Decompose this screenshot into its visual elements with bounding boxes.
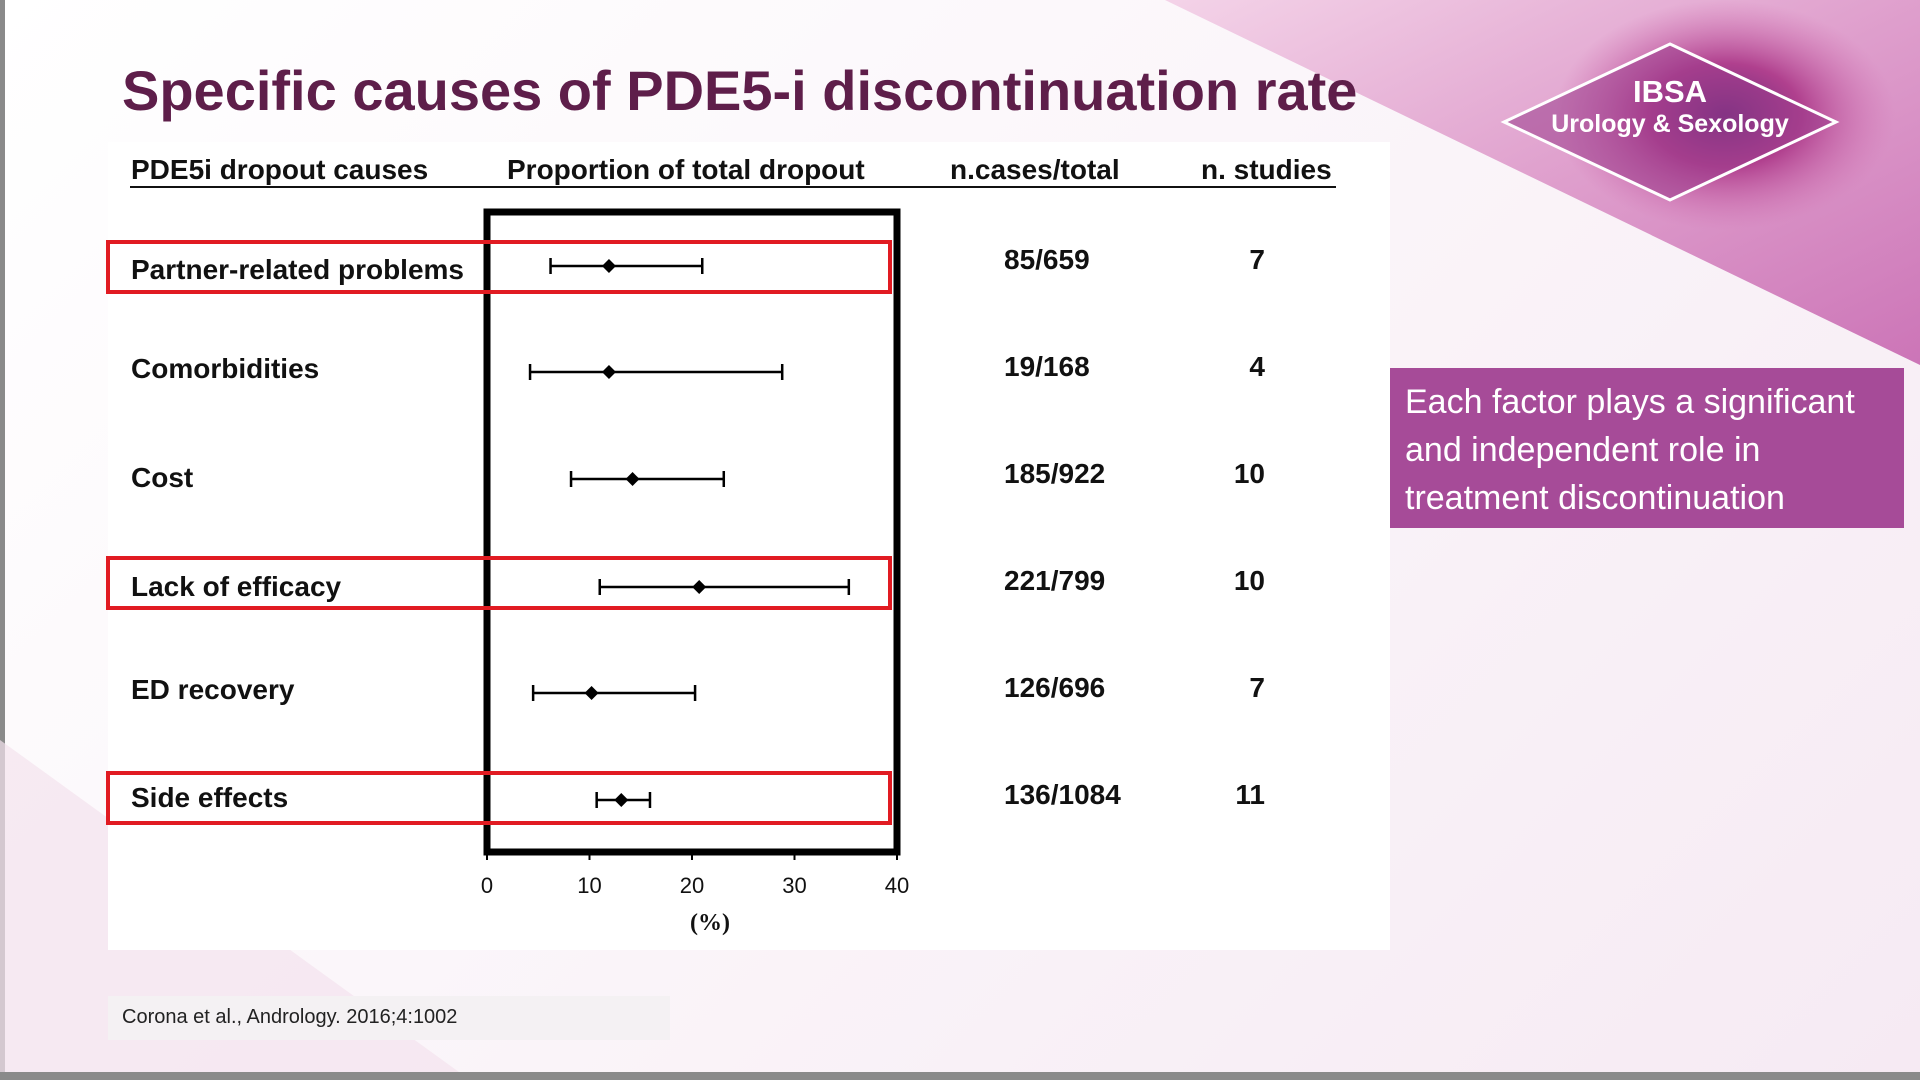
point-estimate-marker [625,472,640,486]
citation-box: Corona et al., Andrology. 2016;4:1002 [108,996,670,1040]
row-cases: 19/168 [1004,351,1090,382]
row-label: ED recovery [131,674,295,705]
row-studies: 4 [1249,351,1265,382]
row-cases: 136/1084 [1004,779,1121,810]
highlight-box [106,240,892,294]
header-proportion: Proportion of total dropout [507,154,865,185]
header-cases: n.cases/total [950,154,1120,185]
row-cases: 221/799 [1004,565,1106,596]
point-estimate-marker [584,686,599,700]
plot-frame [483,208,901,856]
frame-left-border [0,0,5,1080]
ibsa-logo: IBSA Urology & Sexology [1500,40,1840,220]
row-label: Cost [131,462,194,493]
x-axis-label: (%) [690,910,730,936]
header-studies: n. studies [1201,154,1332,185]
row-label: Lack of efficacy [131,571,342,602]
row-studies: 10 [1233,458,1265,489]
row-cases: 85/659 [1004,244,1090,275]
point-estimate-marker [601,259,616,273]
row-cases: 185/922 [1004,458,1106,489]
row-label: Partner-related problems [131,254,464,285]
row-studies: 7 [1249,244,1265,275]
callout-box: Each factor plays a significant and inde… [1390,368,1904,528]
logo-diamond-icon [1500,42,1840,202]
row-studies: 11 [1235,779,1265,810]
header-underline [130,186,1336,188]
logo-subtitle: Urology & Sexology [1551,110,1789,138]
highlight-box [106,771,892,825]
highlight-box [106,556,892,610]
logo-brand: IBSA [1632,74,1708,109]
row-label: Comorbidities [131,353,320,384]
point-estimate-marker [692,580,707,594]
x-tick-label: 40 [885,873,909,898]
header-causes: PDE5i dropout causes [131,154,429,185]
row-studies: 10 [1233,565,1265,596]
citation-text: Corona et al., Andrology. 2016;4:1002 [122,1006,458,1028]
x-tick-label: 20 [680,873,704,898]
x-tick-label: 0 [481,873,493,898]
x-tick-label: 30 [782,873,806,898]
frame-bottom-border [0,1072,1920,1080]
row-label: Side effects [131,782,289,813]
point-estimate-marker [601,365,616,379]
row-cases: 126/696 [1004,672,1106,703]
point-estimate-marker [614,793,629,807]
table-panel [108,142,1390,950]
slide-title: Specific causes of PDE5-i discontinuatio… [122,59,1358,122]
x-tick-label: 10 [577,873,601,898]
row-studies: 7 [1249,672,1265,703]
